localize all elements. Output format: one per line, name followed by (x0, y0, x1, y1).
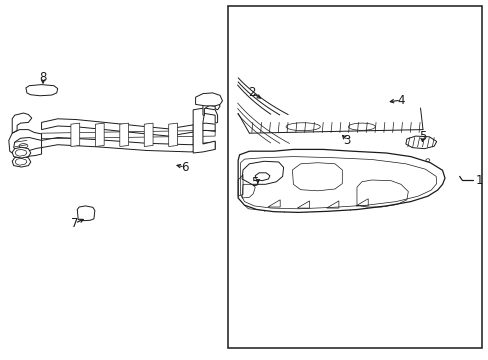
Polygon shape (12, 113, 32, 133)
Polygon shape (203, 101, 220, 115)
Polygon shape (41, 119, 215, 136)
Text: 1: 1 (474, 174, 482, 186)
Text: 4: 4 (396, 94, 404, 107)
Polygon shape (405, 136, 436, 149)
Polygon shape (255, 173, 269, 181)
Polygon shape (193, 123, 202, 147)
Polygon shape (12, 156, 31, 167)
Text: 8: 8 (39, 71, 47, 84)
Polygon shape (71, 123, 80, 147)
Polygon shape (12, 147, 31, 158)
Polygon shape (242, 161, 283, 184)
Text: 5: 5 (251, 176, 259, 189)
Polygon shape (195, 93, 222, 106)
Polygon shape (144, 123, 153, 147)
Polygon shape (238, 149, 444, 212)
Text: 3: 3 (343, 134, 350, 147)
Polygon shape (193, 108, 217, 153)
Polygon shape (95, 123, 104, 147)
Polygon shape (9, 130, 41, 157)
Text: 7: 7 (71, 217, 79, 230)
Polygon shape (26, 85, 58, 96)
Polygon shape (41, 138, 215, 152)
Polygon shape (168, 123, 177, 147)
Text: 2: 2 (247, 86, 255, 99)
Polygon shape (77, 206, 95, 221)
Text: 5: 5 (418, 130, 426, 143)
Text: 6: 6 (181, 161, 188, 174)
Polygon shape (120, 123, 128, 147)
Bar (228, 6, 481, 348)
